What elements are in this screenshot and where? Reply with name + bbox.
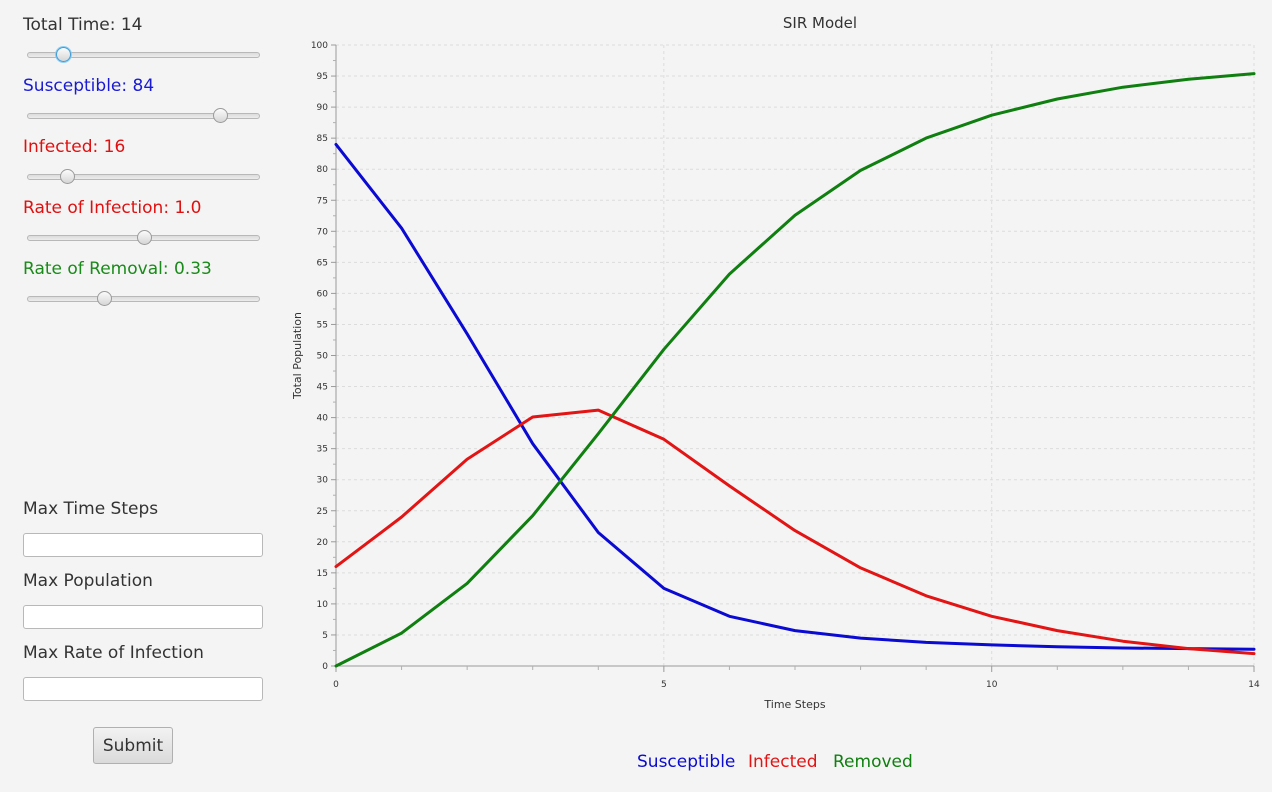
y-tick-label: 10 [317, 600, 329, 610]
max-population-label: Max Population [23, 571, 153, 591]
max-rate-of-infection-label: Max Rate of Infection [23, 643, 204, 663]
max-time-steps-label: Max Time Steps [23, 499, 159, 519]
infection-rate-slider-thumb[interactable] [136, 230, 152, 245]
total-time-slider[interactable] [27, 47, 260, 62]
y-tick-label: 0 [322, 662, 328, 672]
infection-rate-slider[interactable] [27, 230, 260, 245]
series-line-infected [334, 408, 1256, 656]
y-tick-label: 30 [317, 476, 329, 486]
submit-button[interactable]: Submit [93, 727, 173, 764]
y-tick-label: 40 [317, 414, 329, 424]
series-line-susceptible [334, 142, 1256, 651]
infection-rate-label: Rate of Infection: 1.0 [23, 198, 202, 218]
chart-title: SIR Model [783, 14, 857, 32]
y-tick-label: 20 [317, 538, 329, 548]
legend-item-infected: Infected [748, 752, 818, 772]
max-rate-of-infection-input[interactable] [23, 677, 263, 701]
x-tick-label: 0 [333, 680, 339, 690]
infected-slider[interactable] [27, 169, 260, 184]
legend-item-removed: Removed [833, 752, 913, 772]
y-tick-label: 35 [317, 445, 328, 455]
y-tick-label: 45 [317, 383, 328, 393]
max-time-steps-input[interactable] [23, 533, 263, 557]
infected-slider-thumb[interactable] [60, 169, 76, 184]
total-time-label: Total Time: 14 [23, 15, 143, 35]
infected-label: Infected: 16 [23, 137, 126, 157]
y-axis-title: Total Population [291, 312, 304, 400]
susceptible-slider[interactable] [27, 108, 260, 123]
y-tick-label: 15 [317, 569, 328, 579]
removal-rate-slider-thumb[interactable] [97, 291, 113, 306]
x-tick-label: 14 [1248, 680, 1260, 690]
legend-item-susceptible: Susceptible [637, 752, 735, 772]
y-tick-label: 65 [317, 258, 328, 268]
x-tick-label: 5 [661, 680, 667, 690]
y-tick-label: 55 [317, 320, 328, 330]
max-population-input[interactable] [23, 605, 263, 629]
removal-rate-label: Rate of Removal: 0.33 [23, 259, 212, 279]
total-time-slider-thumb[interactable] [55, 47, 71, 62]
y-tick-label: 60 [317, 289, 329, 299]
sir-line-chart: 0510152025303540455055606570758085909510… [291, 14, 1260, 772]
y-tick-label: 100 [311, 41, 328, 51]
y-tick-label: 70 [317, 227, 329, 237]
susceptible-slider-thumb[interactable] [212, 108, 228, 123]
series-line-removed [334, 72, 1256, 668]
control-panel: Total Time: 14 Susceptible: 84 Infected:… [0, 0, 290, 792]
y-tick-label: 25 [317, 507, 328, 517]
y-tick-label: 75 [317, 196, 328, 206]
y-tick-label: 80 [317, 165, 329, 175]
removal-rate-slider[interactable] [27, 291, 260, 306]
y-tick-label: 5 [322, 631, 328, 641]
susceptible-label: Susceptible: 84 [23, 76, 155, 96]
x-tick-label: 10 [986, 680, 998, 690]
y-tick-label: 50 [317, 352, 329, 362]
y-tick-label: 90 [317, 103, 329, 113]
y-tick-label: 85 [317, 134, 328, 144]
y-tick-label: 95 [317, 72, 328, 82]
x-axis-title: Time Steps [763, 698, 825, 711]
